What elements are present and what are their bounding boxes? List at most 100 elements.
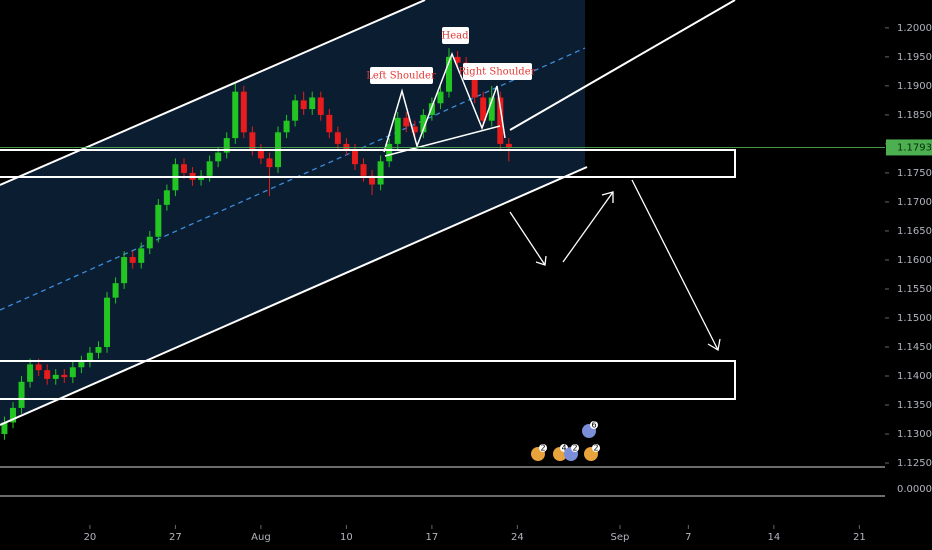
candle-body (215, 152, 222, 162)
lower-pane-tick-label: 0.00000 (897, 484, 932, 495)
y-tick-label: 1.13000 (897, 429, 932, 440)
y-tick-label: 1.17500 (897, 168, 932, 179)
channel-top (0, 0, 426, 186)
candle-body (121, 257, 128, 284)
y-tick-label: 1.15500 (897, 284, 932, 295)
event-count-bg (592, 444, 600, 452)
x-tick-label: 17 (426, 532, 439, 543)
arrow-head (707, 338, 721, 352)
event-count-bg (571, 444, 579, 452)
candle-body (69, 367, 76, 378)
label-box (370, 67, 433, 84)
candle-body (266, 158, 273, 168)
candle-body (163, 190, 170, 205)
candle-body (420, 114, 427, 133)
candle-body (138, 248, 145, 263)
y-tick-label: 1.19500 (897, 52, 932, 63)
y-tick-label: 1.20000 (897, 23, 932, 34)
trend-line (509, 0, 736, 131)
y-tick-label: 1.18500 (897, 110, 932, 121)
zone-upper (0, 149, 736, 178)
y-tick-label: 1.15000 (897, 313, 932, 324)
candle-body (300, 100, 307, 110)
candle-body (129, 257, 136, 263)
candle-body (9, 407, 16, 423)
annotation: Left Shoulder (366, 71, 436, 82)
candle-body (283, 120, 290, 133)
neckline (384, 125, 501, 157)
candle-body (292, 100, 299, 121)
candle-body (428, 103, 435, 115)
candle-body (78, 361, 85, 368)
channel-fill (0, 0, 585, 425)
candle-body (180, 164, 187, 173)
event-count: 4 (561, 444, 566, 453)
arrow-head (535, 255, 547, 266)
candle-body (155, 204, 162, 237)
candle-body (35, 364, 42, 371)
candle-body (257, 149, 264, 159)
arrows (509, 179, 721, 352)
channel-bottom (0, 166, 588, 426)
x-tick-label: 24 (511, 532, 524, 543)
candle-body (445, 56, 452, 92)
candle-body (394, 117, 401, 144)
x-tick-label: 10 (340, 532, 353, 543)
arrow (631, 179, 719, 351)
y-tick-label: 1.14000 (897, 371, 932, 382)
y-tick-label: 1.13500 (897, 400, 932, 411)
arrow (509, 211, 546, 266)
candle-body (146, 236, 153, 249)
candle-body (351, 149, 358, 165)
y-tick-label: 1.12500 (897, 458, 932, 469)
candle-body (471, 71, 478, 98)
candle-body (104, 297, 111, 347)
candle-body (369, 175, 376, 185)
arrow (562, 191, 614, 263)
y-tick-label: 1.19000 (897, 81, 932, 92)
drawings (0, 0, 736, 426)
candle-body (454, 56, 461, 63)
candle-body (112, 283, 119, 298)
candle-body (403, 117, 410, 127)
last-price-label: 1.17939 (897, 142, 932, 153)
event-count: 2 (540, 444, 545, 453)
candle-body (497, 97, 504, 144)
candle-body (377, 161, 384, 185)
candle-body (206, 161, 213, 176)
candle-body (309, 97, 316, 110)
x-tick-label: 20 (84, 532, 97, 543)
x-tick-label: 21 (853, 532, 866, 543)
candle-body (411, 126, 418, 133)
event-count-bg (590, 421, 598, 429)
annotation: Head (441, 31, 469, 42)
y-tick-label: 1.14500 (897, 342, 932, 353)
candle-body (386, 143, 393, 162)
candle-body (86, 352, 93, 362)
annotation: Right Shoulder (459, 67, 536, 78)
candle-body (343, 143, 350, 150)
candle-body (488, 97, 495, 121)
label-box (442, 27, 469, 44)
label-box (463, 63, 532, 80)
candle-body (249, 132, 256, 150)
x-tick-label: 14 (767, 532, 780, 543)
y-tick-label: 1.17000 (897, 197, 932, 208)
candle-body (18, 381, 25, 408)
candle-body (44, 370, 51, 379)
candle-body (27, 364, 34, 382)
event-count: 2 (572, 444, 577, 453)
candle-body (232, 91, 239, 139)
x-tick-label: 7 (685, 532, 691, 543)
candle-body (326, 114, 333, 133)
y-tick-label: 1.16000 (897, 255, 932, 266)
event-count-bg (539, 444, 547, 452)
x-tick-label: 27 (169, 532, 182, 543)
event-count: 2 (593, 444, 598, 453)
event-count: 6 (591, 421, 596, 430)
candle-body (52, 374, 59, 379)
x-tick-label: Sep (611, 532, 630, 543)
last-price-box (886, 139, 932, 156)
candle-body (223, 138, 230, 153)
